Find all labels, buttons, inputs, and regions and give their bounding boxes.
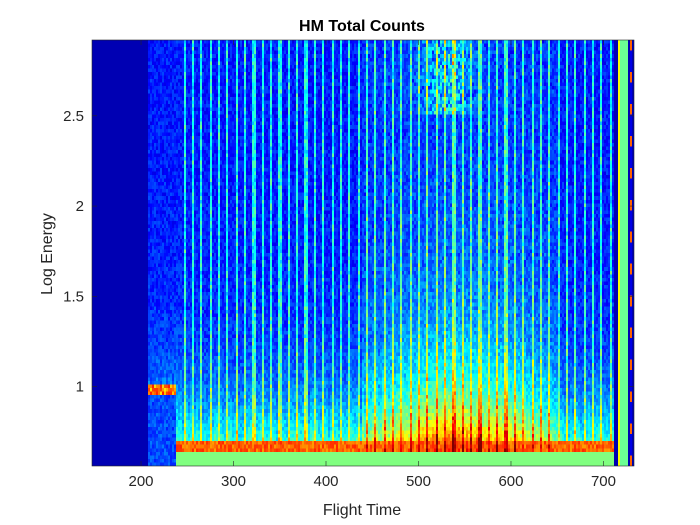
x-tick-label: 600	[498, 473, 523, 490]
y-tick-label: 2	[76, 198, 84, 215]
y-tick-label: 2.5	[63, 108, 84, 125]
x-axis-label: Flight Time	[323, 502, 401, 519]
y-axis-label: Log Energy	[39, 213, 56, 295]
plot-area	[91, 39, 635, 467]
x-axis-ticks: 200 300 400 500 600 700	[129, 40, 616, 490]
heatmap-image	[92, 40, 634, 466]
x-tick-label: 400	[313, 473, 338, 490]
x-tick-label: 300	[221, 473, 246, 490]
x-tick-label: 200	[129, 473, 154, 490]
x-tick-label: 700	[591, 473, 616, 490]
x-tick-label: 500	[406, 473, 431, 490]
y-tick-label: 1	[76, 379, 84, 396]
chart-title: HM Total Counts	[299, 18, 425, 35]
y-axis-ticks: 1 1.5 2 2.5	[63, 108, 634, 396]
plot-frame	[91, 39, 635, 467]
y-tick-label: 1.5	[63, 288, 84, 305]
